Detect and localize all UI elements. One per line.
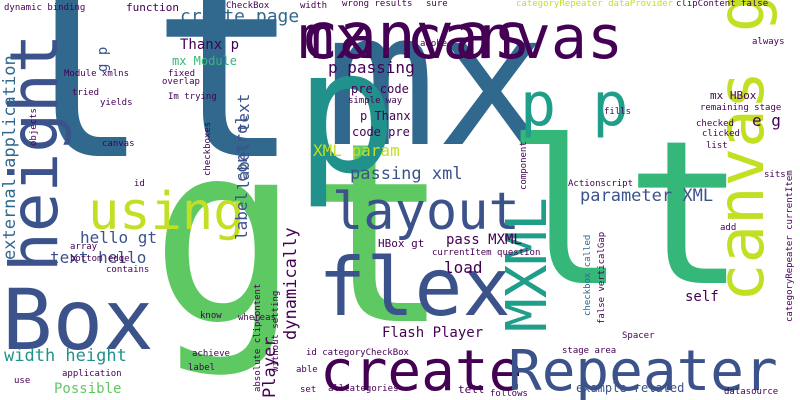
word-bottom-edge: bottom edge: [70, 254, 130, 264]
word-use: use: [14, 376, 31, 386]
word-label: label: [188, 363, 216, 373]
word-canvas-small: canvas: [102, 139, 135, 149]
word-actionscript: Actionscript: [568, 179, 634, 189]
word-yields: yields: [100, 98, 133, 108]
word-false-verticalgap-vertical: false verticalGap: [597, 231, 607, 324]
word-function: function: [126, 1, 179, 14]
word-create: create: [320, 339, 523, 400]
word-text-hello: text hello: [50, 248, 147, 267]
word-hbox-gt: HBox gt: [378, 237, 425, 250]
word-list: list: [706, 141, 728, 151]
word-repeater: Repeater: [508, 339, 778, 400]
word-categoryrepeater-dataprovider: categoryRepeater dataProvider: [516, 0, 674, 9]
word-using: using: [88, 182, 245, 242]
word-simple-way: simple way: [348, 96, 403, 106]
word-possible: Possible: [54, 381, 122, 397]
word-always: always: [752, 37, 785, 47]
word-p-p: p p: [520, 70, 629, 140]
word-set: set: [300, 385, 317, 395]
word-whereas: whereas: [238, 313, 276, 323]
word-checkbox-called-vertical: checkbox called: [583, 234, 593, 316]
word-objects-vertical: objects: [29, 108, 39, 146]
word-know: know: [200, 311, 222, 321]
word-passing-xml: passing xml: [350, 164, 463, 184]
word-layout: layout: [332, 182, 520, 242]
word-box: Box: [2, 271, 154, 369]
word-tried: tried: [72, 88, 100, 98]
word-pass-mxml: pass MXML: [446, 232, 522, 248]
word-fixed: fixed: [168, 69, 196, 79]
word-label-control-vertical: label control: [232, 114, 251, 240]
word-absolute-clipcontent-vertical: absolute clipContent: [253, 283, 263, 392]
word-clicked: clicked: [702, 129, 740, 139]
word-achieve: achieve: [192, 349, 230, 359]
word-dynamic-binding: dynamic binding: [4, 3, 86, 13]
word-checkboxes-vertical: checkboxes: [203, 121, 213, 176]
word-id-categorycheckbox: id categoryCheckBox: [306, 348, 409, 358]
word-e-g: e g: [752, 111, 781, 130]
word-sits: sits: [764, 170, 786, 180]
word-p-thanx: p Thanx: [360, 109, 411, 123]
word-application: application: [62, 369, 122, 379]
word-flex: flex: [318, 241, 511, 334]
word-component-vertical: component: [519, 141, 529, 190]
word-gt-large: gt: [150, 89, 452, 380]
word-mx-large: mx: [325, 0, 548, 188]
word-width: width: [300, 1, 328, 11]
word-module-xmlns: Module xmlns: [64, 69, 130, 79]
word-spacer: Spacer: [622, 331, 655, 341]
word-able: able: [296, 365, 318, 375]
word-contains: contains: [106, 265, 150, 275]
word-currentitem-question: currentItem question: [432, 248, 541, 258]
word-mxml-vertical: MXML: [495, 197, 560, 332]
word-clipcontent-false: clipContent false: [676, 0, 769, 9]
word-pre-code: pre code: [351, 82, 409, 96]
word-id: id: [134, 179, 145, 189]
word-tell: tell: [458, 383, 485, 396]
word-mx-canvas: mx canvas: [298, 3, 624, 73]
word-p-passing: p passing: [328, 58, 415, 77]
word-lt-green: lt: [505, 98, 746, 331]
word-add: add: [720, 223, 737, 233]
word-hello-gt: hello gt: [80, 228, 158, 247]
word-mx-module: mx Module: [172, 54, 238, 68]
word-allcategories: allCategories: [328, 384, 399, 394]
word-self: self: [685, 289, 719, 305]
word-xml-param: XML param: [313, 141, 400, 160]
word-im-trying: Im trying: [168, 92, 217, 102]
word-g-p-vertical: g p: [95, 46, 111, 72]
word-stage-area: stage area: [562, 346, 617, 356]
word-mx-hbox: mx HBox: [710, 89, 757, 102]
word-thanx-p: Thanx p: [180, 37, 240, 53]
word-adobe: adobe: [420, 39, 448, 49]
word-width-height: width height: [4, 346, 127, 366]
word-sure: sure: [426, 0, 448, 9]
word-remaining-stage: remaining stage: [700, 103, 782, 113]
word-follows: follows: [490, 389, 528, 399]
word-p-large: p: [295, 14, 398, 212]
word-categoryrepeater-currentitem-vertical: categoryRepeater currentItem: [785, 170, 795, 322]
word-external-application-vertical: external application: [0, 55, 20, 260]
word-wrong-results: wrong results: [342, 0, 413, 9]
word-lt-large: lt: [0, 0, 302, 215]
word-overlap: overlap: [162, 77, 200, 87]
word-create-page: create page: [180, 6, 300, 27]
word-code-pre: code pre: [352, 125, 410, 139]
word-fills: fills: [604, 107, 632, 117]
word-flash-player: Flash Player: [382, 325, 484, 341]
word-datasource: datasource: [724, 387, 779, 397]
word-without-setting-vertical: without setting: [271, 290, 281, 372]
word-dynamically-vertical: dynamically: [281, 227, 301, 340]
word-canvas-top: canvas: [300, 0, 532, 74]
word-parameter-xml: parameter XML: [580, 186, 714, 206]
word-example-related: example related: [576, 381, 685, 395]
word-checked: checked: [696, 119, 734, 129]
word-checkbox: CheckBox: [226, 1, 270, 11]
word-load: load: [444, 258, 483, 277]
word-array: array: [70, 242, 98, 252]
